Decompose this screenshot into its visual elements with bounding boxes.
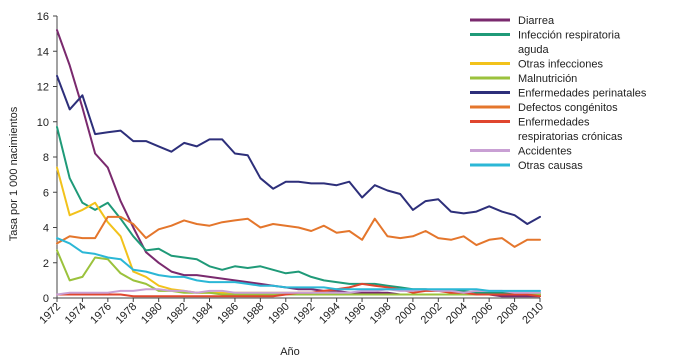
- x-tick-label: 2002: [419, 301, 445, 327]
- legend-label: Otras infecciones: [518, 59, 603, 71]
- legend-label: Accidentes: [518, 146, 572, 158]
- x-tick-label: 2000: [393, 301, 419, 327]
- x-tick-label: 1980: [139, 301, 165, 327]
- y-axis-title: Tasa por 1 000 nacimientos: [8, 106, 20, 241]
- legend-label: Diarrea: [518, 15, 555, 27]
- legend-label: Enfermedades perinatales: [518, 88, 647, 100]
- y-tick-label: 14: [37, 46, 49, 58]
- y-tick-label: 4: [43, 223, 49, 235]
- y-tick-label: 6: [43, 187, 49, 199]
- y-tick-label: 10: [37, 117, 49, 129]
- series-layer: [56, 29, 541, 298]
- y-tick-label: 0: [43, 293, 49, 305]
- series-line-otras-causas: [56, 237, 541, 292]
- legend-label: Defectos congénitos: [518, 102, 618, 114]
- x-axis-title: Año: [280, 346, 300, 358]
- y-tick-label: 8: [43, 152, 49, 164]
- series-line-diarrea: [56, 29, 541, 298]
- x-tick-label: 1992: [292, 301, 318, 327]
- x-tick-label: 2004: [444, 301, 470, 327]
- legend-label: aguda: [518, 44, 549, 56]
- x-tick-label: 2010: [520, 301, 546, 327]
- x-tick-label: 2008: [495, 301, 521, 327]
- x-tick-label: 1984: [190, 301, 216, 327]
- y-tick-label: 12: [37, 82, 49, 94]
- x-tick-label: 1996: [342, 301, 368, 327]
- x-tick-label: 1994: [317, 301, 343, 327]
- x-tick-label: 1988: [241, 301, 267, 327]
- series-line-defectos-congenitos: [56, 215, 541, 248]
- legend: Diarrea Infección respiratoria aguda Otras …: [470, 15, 647, 172]
- x-tick-label: 1986: [215, 301, 241, 327]
- x-tick-label: 1976: [88, 301, 114, 327]
- x-tick-label: 1990: [266, 301, 292, 327]
- legend-label: Otras causas: [518, 160, 583, 172]
- x-tick-label: 1998: [368, 301, 394, 327]
- y-tick-label: 2: [43, 258, 49, 270]
- x-tick-label: 1978: [114, 301, 140, 327]
- x-tick-label: 1982: [164, 301, 190, 327]
- series-line-accidentes: [56, 288, 541, 296]
- series-line-infeccion-respiratoria-aguda: [56, 126, 541, 294]
- legend-label: respiratorias crónicas: [518, 131, 623, 143]
- x-tick-label: 1974: [63, 301, 89, 327]
- series-line-malnutricion: [56, 249, 541, 296]
- legend-label: Enfermedades: [518, 117, 590, 129]
- legend-label: Infección respiratoria: [518, 30, 621, 42]
- y-tick-label: 16: [37, 11, 49, 23]
- legend-label: Malnutrición: [518, 73, 577, 85]
- x-tick-label: 1972: [37, 301, 63, 327]
- series-line-enfermedades-perinatales: [56, 74, 541, 225]
- x-tick-label: 2006: [469, 301, 495, 327]
